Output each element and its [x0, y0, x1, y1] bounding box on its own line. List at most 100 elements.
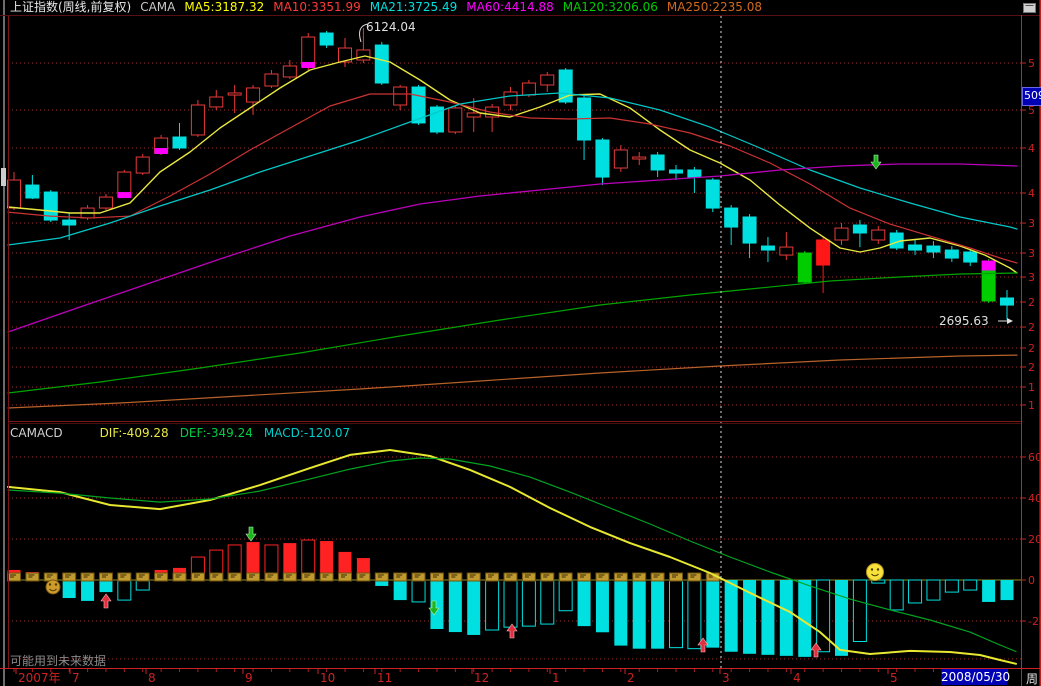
candle-body: [742, 216, 757, 244]
candle-body: [448, 107, 463, 133]
left-splitter-thumb: [1, 168, 6, 186]
ma-line-MA5: [7, 55, 1018, 274]
last-price-arrowhead: [1007, 318, 1013, 324]
candle-body: [466, 112, 481, 118]
month-label: 9: [245, 671, 253, 685]
macd-bar: [595, 580, 609, 633]
ma-legend-1: MA10:3351.99: [273, 0, 361, 14]
candle-body: [25, 184, 40, 199]
macd-bar: [485, 579, 500, 631]
month-label: 5: [890, 671, 898, 685]
macd-bar: [798, 580, 812, 657]
macd-bar: [99, 580, 113, 593]
month-label: 1: [552, 671, 560, 685]
price-tick-label: 3: [1028, 271, 1035, 284]
ma-line-MA21: [7, 92, 1018, 246]
macd-bar: [411, 579, 426, 603]
macd-bar: [246, 542, 260, 580]
coin-icon-eye: [48, 583, 52, 586]
indicator-name[interactable]: CAMA: [140, 0, 176, 14]
candle-body: [7, 179, 21, 209]
macd-bar: [375, 580, 389, 586]
macd-bar: [521, 579, 536, 627]
macd-bar: [852, 579, 867, 643]
candle-body: [687, 169, 702, 178]
price-tick-label: 2: [1028, 361, 1035, 374]
main-chart-legend: 上证指数(周线,前复权) CAMA MA5:3187.32 MA10:3351.…: [10, 0, 762, 15]
macd-bar: [669, 579, 684, 649]
month-label: 11: [377, 671, 392, 685]
peak-annotation: 6124.04: [366, 20, 416, 34]
buy-arrow-icon: [506, 623, 518, 639]
macd-bar: [393, 580, 407, 601]
macd-bar: [117, 579, 132, 601]
price-tick-label: 4: [1028, 142, 1035, 155]
macd-bar: [81, 580, 95, 601]
price-tick-label: 5: [1028, 57, 1035, 70]
candle-body: [540, 74, 555, 86]
macd-bar: [503, 579, 518, 628]
candle-body: [944, 249, 959, 259]
macd-indicator-name[interactable]: CAMACD: [10, 426, 63, 440]
macd-bar: [779, 580, 793, 656]
macd-tick-label: 40: [1028, 492, 1041, 505]
candle-body: [374, 44, 389, 84]
macd-legend-0: DIF:-409.28: [99, 426, 169, 440]
sell-arrow-icon: [428, 600, 440, 616]
price-tick-label: 3: [1028, 217, 1035, 230]
ma-line-MA10: [7, 93, 1018, 264]
price-tick-label: 5: [1028, 104, 1035, 117]
coin-icon-mouth: [49, 588, 57, 592]
candle-body: [264, 73, 279, 87]
macd-bar: [320, 541, 334, 580]
ma-legend-0: MA5:3187.32: [184, 0, 265, 14]
date-box: 2008/05/30五: [941, 669, 1011, 685]
macd-bar: [632, 580, 646, 649]
candle-magenta-base: [154, 148, 168, 155]
chart-title: 上证指数(周线,前复权): [10, 0, 132, 14]
price-tick-label: 2: [1028, 296, 1035, 309]
macd-bar: [743, 580, 757, 654]
coin-icon: [45, 579, 61, 595]
month-label: 4: [793, 671, 801, 685]
macd-bar: [944, 579, 959, 593]
macd-bar: [540, 579, 555, 625]
candle-body: [816, 239, 831, 266]
candle-body: [797, 252, 812, 283]
smiley-icon-mouth: [871, 573, 879, 577]
period-label[interactable]: 周: [1026, 672, 1039, 686]
macd-bar: [448, 580, 462, 633]
ma-legend-2: MA21:3725.49: [369, 0, 458, 14]
month-label: 7: [72, 671, 80, 685]
price-tick-label: 3: [1028, 247, 1035, 260]
buy-arrow-icon: [100, 593, 112, 609]
dif-line: [7, 449, 1017, 665]
candle-body: [981, 270, 996, 302]
candle-body: [209, 96, 224, 108]
candle-body: [43, 191, 58, 221]
candle-body: [908, 244, 923, 251]
macd-bar: [558, 579, 573, 612]
candle-body: [246, 87, 261, 103]
candle-body: [760, 245, 775, 251]
candle-body: [852, 224, 867, 234]
macd-bar: [706, 580, 720, 648]
candle-body: [356, 49, 371, 61]
macd-tick-label: -20: [1028, 615, 1041, 628]
sell-arrow-icon: [870, 154, 882, 170]
future-data-warning: 可能用到未来数据: [10, 654, 107, 668]
macd-bar: [687, 579, 702, 650]
month-label: 8: [148, 671, 156, 685]
macd-legend-2: MACD:-120.07: [263, 426, 351, 440]
candle-body: [779, 246, 794, 256]
window-restore-icon: [1023, 3, 1036, 13]
candle-magenta-base: [117, 192, 131, 199]
candle-body: [613, 149, 628, 169]
ma-legend-4: MA120:3206.06: [562, 0, 658, 14]
macd-bar: [816, 579, 831, 653]
price-marker-box: 509: [1022, 87, 1041, 106]
candle-body: [98, 196, 113, 209]
macd-bar: [651, 580, 665, 649]
